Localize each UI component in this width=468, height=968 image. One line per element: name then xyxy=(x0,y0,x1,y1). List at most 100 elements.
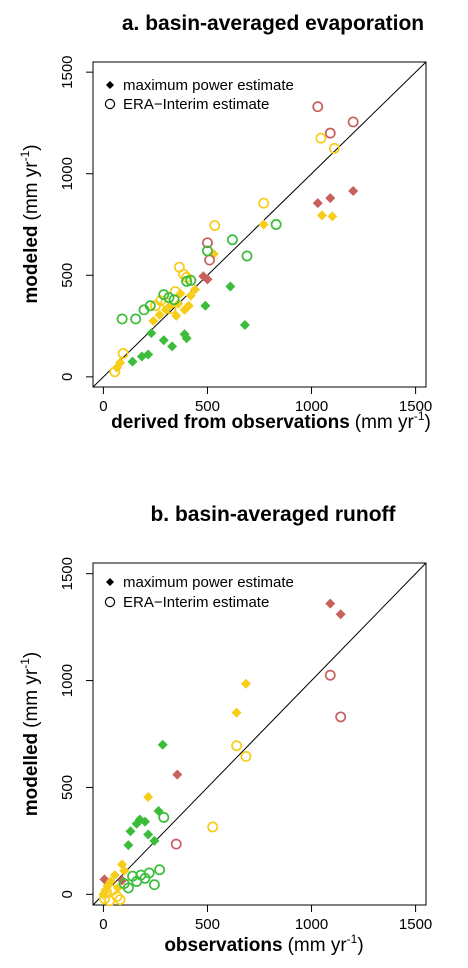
data-point-circle xyxy=(328,142,340,154)
data-point-circle xyxy=(98,893,110,905)
panel-runoff: b. basin-averaged runoff 0 500 1000 1500 0 5… xyxy=(18,503,432,956)
data-point-diamond xyxy=(200,300,211,311)
legend: maximum power estimate ERA−Interim estim… xyxy=(104,77,294,113)
data-point-circle xyxy=(240,750,252,762)
data-point-diamond xyxy=(172,769,183,780)
legend-diamond-icon xyxy=(106,578,114,586)
data-point-diamond xyxy=(258,219,269,230)
data-point-circle xyxy=(209,220,221,231)
data-point-circle xyxy=(143,867,155,879)
data-point-diamond xyxy=(119,865,130,876)
y-axis: 0 500 1000 1500 xyxy=(59,55,93,381)
data-point-diamond xyxy=(158,335,169,346)
x-tick-label: 500 xyxy=(195,398,220,415)
data-point-diamond xyxy=(202,274,213,285)
data-point-diamond xyxy=(143,792,154,803)
x-axis-label: derived from observations (mm yr-1) xyxy=(111,409,431,433)
data-point-diamond xyxy=(325,598,336,609)
x-tick-label: 0 xyxy=(99,916,107,933)
data-point-circle xyxy=(170,838,182,850)
data-point-circle xyxy=(335,711,347,723)
x-axis: 0 500 1000 1500 xyxy=(99,905,432,933)
data-point-circle xyxy=(270,219,282,230)
data-point-diamond xyxy=(123,840,134,851)
data-point-diamond xyxy=(157,739,168,750)
data-points xyxy=(98,598,347,907)
data-point-circle xyxy=(114,894,126,906)
y-axis-label: modelled(mm yr-1) xyxy=(18,652,42,817)
data-point-circle xyxy=(111,891,123,902)
data-point-circle xyxy=(241,250,253,262)
x-axis: 0 500 1000 1500 xyxy=(99,387,432,415)
legend-label: ERA−Interim estimate xyxy=(123,594,269,611)
data-point-circle xyxy=(202,237,213,249)
x-axis-label: observations (mm yr-1) xyxy=(164,932,363,956)
data-point-circle xyxy=(231,740,243,752)
data-point-diamond xyxy=(143,349,154,360)
y-tick-label: 1000 xyxy=(59,664,76,697)
one-to-one-line-path xyxy=(92,562,427,906)
y-tick-label: 1500 xyxy=(59,55,76,88)
data-point-circle xyxy=(324,669,336,681)
data-point-diamond xyxy=(167,341,178,352)
data-point-diamond xyxy=(316,210,327,221)
data-point-circle xyxy=(347,116,359,128)
data-point-diamond xyxy=(149,835,160,846)
x-tick-label: 1000 xyxy=(295,916,328,933)
data-point-diamond xyxy=(154,309,165,320)
data-point-circle xyxy=(154,864,166,876)
data-point-circle xyxy=(122,882,134,894)
data-point-diamond xyxy=(109,870,120,881)
data-point-circle xyxy=(204,254,215,266)
plot-frame xyxy=(92,562,427,906)
data-point-circle xyxy=(181,275,193,287)
data-point-circle xyxy=(312,101,324,113)
data-point-circle xyxy=(165,303,177,315)
data-point-circle xyxy=(117,348,129,359)
data-point-diamond xyxy=(181,333,192,344)
y-tick-label: 500 xyxy=(59,775,76,800)
data-point-circle xyxy=(169,286,181,297)
data-point-circle xyxy=(109,366,121,378)
data-point-circle xyxy=(207,821,219,833)
legend-label: maximum power estimate xyxy=(123,77,294,94)
data-point-circle xyxy=(168,294,180,306)
data-point-diamond xyxy=(240,678,251,689)
data-point-diamond xyxy=(225,281,236,292)
chart-title: a. basin-averaged evaporation xyxy=(122,12,424,35)
data-point-circle xyxy=(258,197,270,209)
data-point-circle xyxy=(130,313,142,325)
data-point-diamond xyxy=(148,315,159,326)
data-point-diamond xyxy=(189,284,200,295)
legend-circle-icon xyxy=(104,596,116,608)
data-point-circle xyxy=(158,811,170,823)
data-point-diamond xyxy=(239,320,250,331)
legend-diamond-icon xyxy=(106,81,114,89)
x-tick-label: 1500 xyxy=(399,398,432,415)
y-tick-label: 1000 xyxy=(59,157,76,190)
data-point-diamond xyxy=(115,357,126,368)
data-point-circle xyxy=(148,879,160,891)
y-tick-label: 500 xyxy=(59,263,76,288)
data-point-diamond xyxy=(153,805,164,816)
y-axis-label: modeled(mm yr-1) xyxy=(18,144,42,303)
data-point-circle xyxy=(185,274,197,286)
y-tick-label: 1500 xyxy=(59,557,76,590)
data-point-circle xyxy=(116,313,128,325)
x-tick-label: 1500 xyxy=(399,916,432,933)
one-to-one-line xyxy=(92,562,427,906)
data-point-diamond xyxy=(348,185,359,196)
data-point-diamond xyxy=(312,198,323,209)
data-point-diamond xyxy=(231,707,242,718)
plot-frame xyxy=(92,61,427,388)
data-point-diamond xyxy=(327,211,338,222)
x-tick-label: 0 xyxy=(99,398,107,415)
y-tick-label: 0 xyxy=(59,890,76,898)
y-tick-label: 0 xyxy=(59,373,76,381)
data-point-diamond xyxy=(125,826,136,837)
data-point-circle xyxy=(324,127,336,139)
legend-label: ERA−Interim estimate xyxy=(123,96,269,113)
data-point-diamond xyxy=(146,328,157,339)
data-point-diamond xyxy=(140,816,151,827)
